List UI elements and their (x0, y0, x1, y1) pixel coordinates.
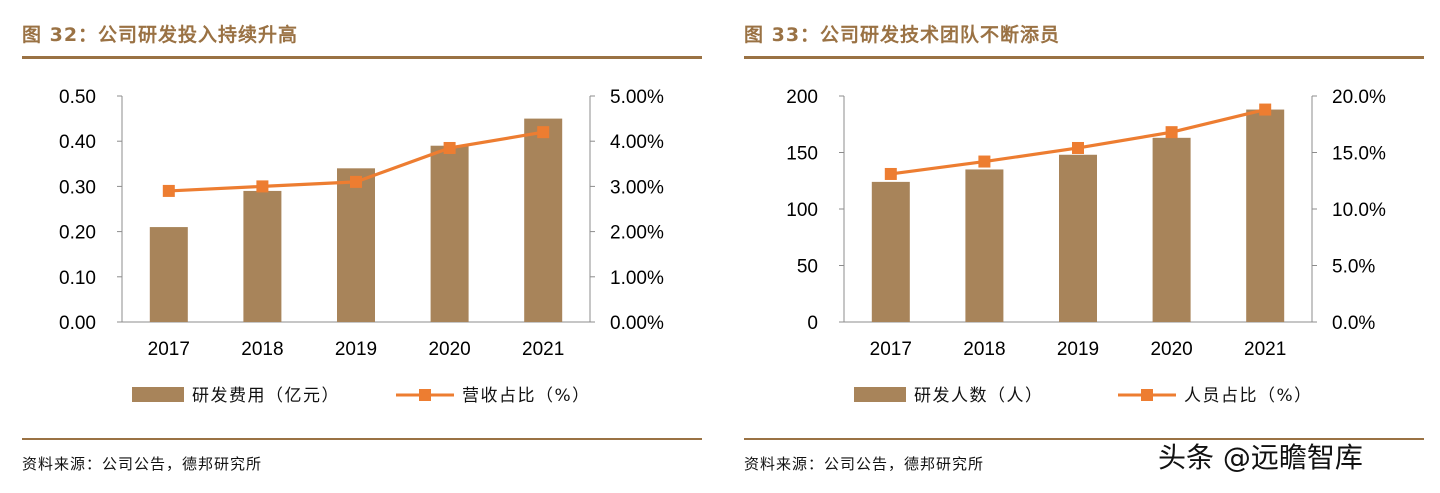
x-tick-label: 2018 (241, 339, 283, 360)
bar (1152, 137, 1191, 322)
line-point (1072, 141, 1084, 154)
y2-tick-label: 5.0% (1332, 257, 1375, 278)
y-tick-label: 200 (786, 87, 818, 108)
legend-bar-label: 研发人数（人） (914, 386, 1044, 406)
figure-title: 图 32：公司研发投入持续升高 (22, 24, 299, 46)
y2-tick-label: 2.00% (610, 223, 664, 244)
y-tick-label: 50 (797, 257, 818, 278)
legend-line-label: 人员占比（%） (1184, 386, 1313, 406)
line-point (884, 167, 897, 180)
legend-line-label: 营收占比（%） (462, 386, 591, 406)
y-tick-label: 0.00 (59, 313, 96, 334)
line-point (1165, 126, 1178, 139)
legend-line-marker (1141, 389, 1153, 401)
x-tick-label: 2021 (1244, 339, 1286, 360)
line-point (978, 155, 991, 168)
title-rule (22, 56, 702, 59)
legend-line-marker (419, 389, 431, 401)
x-tick-label: 2017 (870, 339, 912, 360)
x-tick-label: 2021 (522, 339, 564, 360)
bar (430, 145, 469, 322)
x-tick-label: 2020 (1150, 339, 1192, 360)
y-tick-label: 0.10 (59, 268, 96, 289)
y2-tick-label: 4.00% (610, 132, 664, 153)
y2-tick-label: 0.0% (1332, 313, 1375, 334)
y-tick-label: 0 (807, 313, 818, 334)
y2-tick-label: 1.00% (610, 268, 664, 289)
x-tick-label: 2018 (963, 339, 1005, 360)
watermark: 头条 @远瞻智库 (1158, 441, 1363, 474)
y2-tick-label: 0.00% (610, 313, 664, 334)
x-tick-label: 2020 (428, 339, 470, 360)
line-point (162, 184, 175, 197)
x-tick-label: 2017 (148, 339, 190, 360)
y-tick-label: 150 (786, 144, 818, 165)
y-tick-label: 0.20 (59, 223, 96, 244)
legend-bar-swatch (132, 387, 184, 402)
rd-staff-chart: 0 50 100 150 200 0.0% 5.0% 10.0% 15.0% 20.0% 2017 2… (786, 87, 1386, 406)
line-point (350, 175, 362, 188)
bar (871, 181, 910, 322)
legend-bar-label: 研发费用（亿元） (192, 386, 340, 406)
line-point (443, 141, 456, 154)
bar (524, 118, 563, 322)
source-rule (22, 438, 702, 440)
y-tick-label: 100 (786, 200, 818, 221)
line-point (537, 126, 550, 139)
y-tick-label: 0.40 (59, 132, 96, 153)
bar (243, 190, 282, 322)
y-tick-label: 0.30 (59, 177, 96, 198)
x-tick-label: 2019 (1057, 339, 1099, 360)
source-note: 资料来源：公司公告，德邦研究所 (22, 455, 263, 473)
rd-expense-chart: 0.00 0.10 0.20 0.30 0.40 0.50 0.00% 1.00% 2.00% 3… (59, 87, 664, 406)
bar (1246, 109, 1285, 322)
source-rule (744, 438, 1424, 440)
y2-tick-label: 3.00% (610, 177, 664, 198)
y-tick-label: 0.50 (59, 87, 96, 108)
y2-tick-label: 15.0% (1332, 144, 1386, 165)
title-rule (744, 56, 1424, 59)
y2-tick-label: 20.0% (1332, 87, 1386, 108)
y2-tick-label: 5.00% (610, 87, 664, 108)
line-point (256, 180, 269, 193)
figure-32-panel: 图 32：公司研发投入持续升高 0.00 0.10 0.20 0.30 0.40 0.50… (22, 0, 702, 493)
x-tick-label: 2019 (335, 339, 377, 360)
bar (965, 169, 1004, 322)
legend-bar-swatch (854, 387, 906, 402)
line-point (1259, 103, 1272, 116)
figure-title: 图 33：公司研发技术团队不断添员 (744, 24, 1061, 46)
bar (149, 227, 188, 322)
bar (1059, 154, 1097, 322)
y2-tick-label: 10.0% (1332, 200, 1386, 221)
figure-33-panel: 图 33：公司研发技术团队不断添员 0 50 100 150 200 0.0% 5.0% 10… (744, 0, 1424, 493)
source-note: 资料来源：公司公告，德邦研究所 (744, 455, 985, 473)
bar (337, 168, 375, 322)
